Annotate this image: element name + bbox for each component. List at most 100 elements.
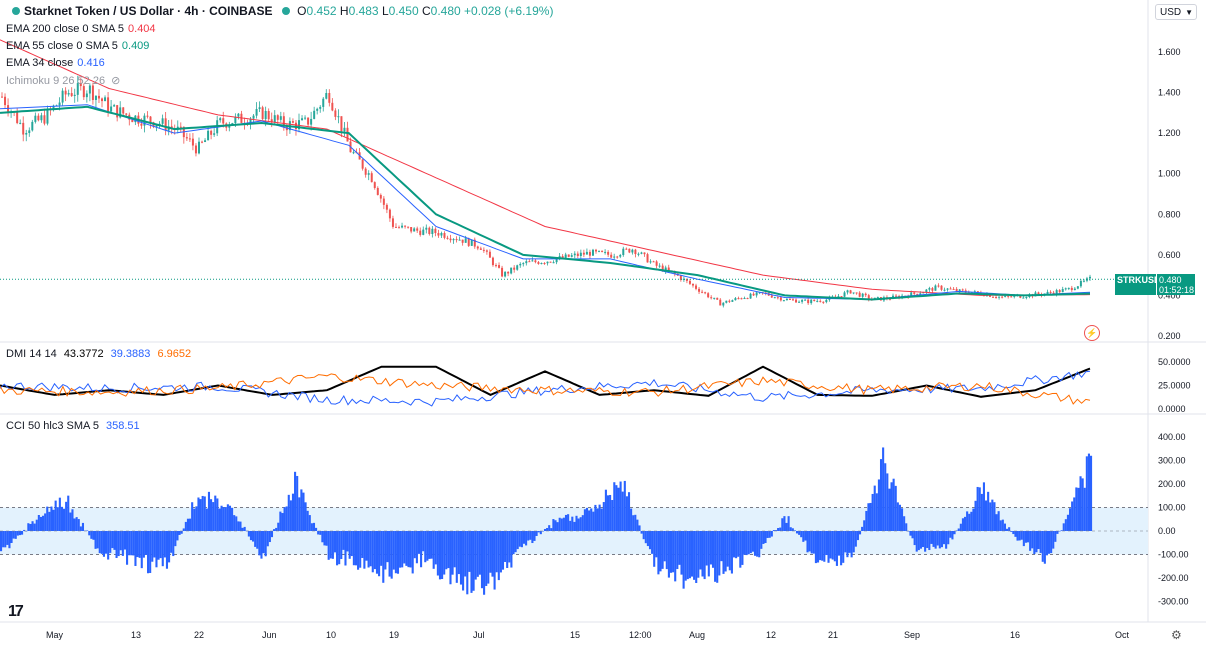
tradingview-logo-icon[interactable]: 17 xyxy=(8,603,24,620)
cci-bar xyxy=(470,531,473,593)
ema55-legend[interactable]: EMA 55 close 0 SMA 5 0.409 xyxy=(6,40,149,52)
candle-body xyxy=(1013,295,1016,297)
cci-bar xyxy=(543,528,547,531)
candle-body xyxy=(804,299,807,301)
cci-bar xyxy=(537,531,540,533)
cci-bar xyxy=(984,500,988,531)
cci-bar xyxy=(422,531,425,552)
candle-body xyxy=(237,113,240,117)
cci-bar xyxy=(793,530,796,531)
cci-bar xyxy=(231,507,234,531)
time-tick-label: 21 xyxy=(828,630,838,640)
candle-body xyxy=(737,298,740,300)
ema200-line xyxy=(0,39,1091,296)
candle-body xyxy=(613,256,616,258)
cci-bar xyxy=(833,531,836,562)
candle-body xyxy=(501,267,504,277)
cci-bar xyxy=(235,516,238,531)
candle-body xyxy=(364,168,367,175)
candle-body xyxy=(367,173,370,175)
gear-icon[interactable]: ⚙ xyxy=(1171,628,1182,642)
candle-body xyxy=(519,263,522,266)
cci-bar xyxy=(623,480,626,531)
candle-body xyxy=(464,238,467,243)
candle-body xyxy=(801,300,804,302)
cci-bar xyxy=(638,525,641,531)
cci-bar xyxy=(384,531,387,570)
ema34-legend[interactable]: EMA 34 close 0.416 xyxy=(6,57,105,69)
cci-bar xyxy=(1005,528,1009,531)
cci-bar xyxy=(894,485,897,531)
candle-body xyxy=(779,297,782,301)
dmi-tick-label: 0.0000 xyxy=(1158,404,1186,414)
cci-bar xyxy=(575,515,578,531)
candle-body xyxy=(370,173,373,183)
cci-bar xyxy=(88,531,91,536)
hidden-eye-icon[interactable]: ⊘ xyxy=(111,75,121,87)
cci-bar xyxy=(642,531,645,540)
candle-body xyxy=(849,290,852,294)
cci-bar xyxy=(1031,531,1034,549)
candle-body xyxy=(416,228,419,231)
ema200-value: 0.404 xyxy=(128,23,156,35)
cci-bar xyxy=(228,505,232,531)
cci-bar xyxy=(810,531,813,554)
cci-bar xyxy=(281,513,284,531)
cci-legend[interactable]: CCI 50 hlc3 SMA 5 358.51 xyxy=(6,420,140,432)
time-tick-label: Oct xyxy=(1115,630,1130,640)
cci-bar xyxy=(165,531,169,569)
cci-bar xyxy=(375,531,379,574)
candle-body xyxy=(1089,276,1091,279)
close-label: C xyxy=(422,4,431,18)
candle-body xyxy=(234,116,237,124)
cci-bar xyxy=(539,531,542,535)
dmi-tick-label: 50.0000 xyxy=(1158,357,1191,367)
cci-bar xyxy=(291,493,295,531)
cci-bar xyxy=(218,508,221,531)
candle-body xyxy=(222,118,225,124)
candle-body xyxy=(170,126,173,129)
candle-body xyxy=(91,85,94,100)
candle-body xyxy=(937,285,940,287)
candle-body xyxy=(622,248,625,255)
candle-body xyxy=(1,96,3,98)
cci-bar xyxy=(821,531,824,561)
cci-bar xyxy=(2,531,5,548)
cci-bar xyxy=(294,471,297,531)
cci-bar xyxy=(37,515,40,531)
currency-select[interactable]: USD ▼ xyxy=(1155,4,1197,20)
candle-body xyxy=(122,107,125,114)
candle-body xyxy=(667,267,670,271)
time-tick-label: 15 xyxy=(570,630,580,640)
cci-bar xyxy=(489,531,492,573)
cci-bar xyxy=(485,531,488,586)
bolt-icon[interactable]: ⚡ xyxy=(1084,325,1100,341)
cci-bar xyxy=(67,495,70,531)
cci-bar xyxy=(716,531,719,583)
cci-bar xyxy=(48,511,51,531)
candle-body xyxy=(1022,297,1025,299)
cci-bar xyxy=(283,507,286,531)
cci-bar xyxy=(991,499,994,531)
cci-bar xyxy=(178,531,181,535)
cci-bar xyxy=(630,508,633,531)
cci-bar xyxy=(987,491,990,531)
candle-body xyxy=(528,261,531,263)
cci-bar xyxy=(331,531,334,559)
cci-bar xyxy=(1066,514,1069,531)
candle-body xyxy=(1007,295,1010,297)
cci-bar xyxy=(787,516,790,531)
ema200-legend[interactable]: EMA 200 close 0 SMA 5 0.404 xyxy=(6,23,156,35)
ichimoku-legend[interactable]: Ichimoku 9 26 52 26 ⊘ xyxy=(6,74,120,87)
dmi-tick-label: 25.0000 xyxy=(1158,381,1191,391)
candle-body xyxy=(961,289,964,291)
cci-bar xyxy=(378,531,381,577)
last-price: 0.480 xyxy=(1159,275,1182,285)
dmi-legend[interactable]: DMI 14 14 43.3772 39.3883 6.9652 xyxy=(6,348,191,360)
candle-body xyxy=(925,289,928,293)
symbol-title[interactable]: Starknet Token / US Dollar · 4h · COINBA… xyxy=(24,4,273,18)
candle-body xyxy=(728,300,731,302)
candle-body xyxy=(194,145,197,154)
cci-bar xyxy=(327,531,330,560)
